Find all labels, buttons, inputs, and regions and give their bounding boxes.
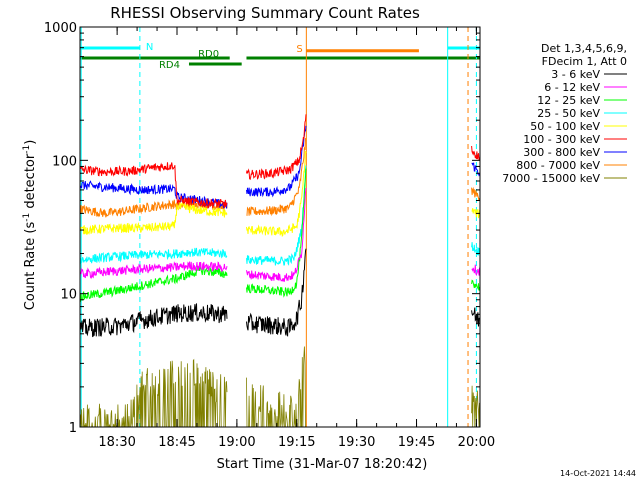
series-line-1-seg-1 bbox=[246, 188, 307, 282]
x-tick-label-3: 19:15 bbox=[278, 435, 315, 450]
date-stamp: 14-Oct-2021 14:44 bbox=[560, 469, 636, 478]
series-line-7-seg-1 bbox=[246, 137, 307, 217]
x-axis-label: Start Time (31-Mar-07 18:20:42) bbox=[217, 457, 428, 472]
series-line-5-seg-0 bbox=[79, 162, 228, 209]
series-line-5-seg-2 bbox=[471, 145, 480, 161]
legend-label-3: 25 - 50 keV bbox=[537, 107, 600, 120]
series-line-8-seg-1 bbox=[246, 346, 306, 428]
series-line-3-seg-2 bbox=[471, 242, 480, 256]
legend-label-6: 300 - 800 keV bbox=[523, 146, 600, 159]
series-line-6-seg-2 bbox=[471, 162, 480, 177]
series-line-5-seg-1 bbox=[246, 114, 307, 181]
legend-label-0: 3 - 6 keV bbox=[551, 68, 600, 81]
series-line-8-seg-0 bbox=[79, 358, 228, 428]
mode-bar-label-3: RD0 bbox=[198, 49, 219, 60]
x-tick-label-4: 19:30 bbox=[338, 435, 375, 450]
legend-label-2: 12 - 25 keV bbox=[537, 94, 600, 107]
plot-frame bbox=[79, 26, 481, 428]
series-line-1-seg-2 bbox=[471, 264, 480, 277]
x-tick-label-6: 20:00 bbox=[458, 435, 495, 450]
legend-header-0: Det 1,3,4,5,6,9, bbox=[541, 42, 627, 55]
x-tick-label-0: 18:30 bbox=[98, 435, 135, 450]
legend-label-5: 100 - 300 keV bbox=[523, 133, 600, 146]
series-lines bbox=[79, 114, 480, 428]
series-line-0-seg-0 bbox=[79, 303, 228, 338]
series-line-0-seg-2 bbox=[471, 307, 480, 327]
observing-mode-bars: N S RD0 RD4 bbox=[80, 42, 480, 71]
series-line-4-seg-0 bbox=[79, 202, 228, 236]
legend-label-8: 7000 - 15000 keV bbox=[502, 172, 600, 185]
legend-header-1: FDecim 1, Att 0 bbox=[542, 55, 627, 68]
axes: 1 10 100 1000 18:30 18:45 19:00 19:15 19:30 19:45… bbox=[44, 21, 495, 450]
y-tick-label-3: 1000 bbox=[44, 21, 77, 36]
mode-bar-label-0: N bbox=[146, 42, 153, 53]
series-line-2-seg-0 bbox=[79, 264, 228, 303]
series-line-3-seg-1 bbox=[246, 165, 307, 266]
series-line-0-seg-1 bbox=[246, 248, 307, 337]
mode-bar-label-5: RD4 bbox=[159, 60, 180, 71]
y-tick-label-2: 100 bbox=[52, 154, 77, 169]
x-tick-label-1: 18:45 bbox=[158, 435, 195, 450]
series-line-4-seg-1 bbox=[246, 151, 307, 237]
legend: Det 1,3,4,5,6,9,FDecim 1, Att 03 - 6 keV… bbox=[502, 42, 627, 185]
legend-label-1: 6 - 12 keV bbox=[544, 81, 600, 94]
x-tick-label-2: 19:00 bbox=[218, 435, 255, 450]
series-line-2-seg-2 bbox=[471, 279, 480, 291]
mode-bar-label-2: S bbox=[296, 44, 302, 55]
legend-label-4: 50 - 100 keV bbox=[530, 120, 600, 133]
y-tick-label-0: 1 bbox=[69, 421, 77, 436]
y-tick-label-1: 10 bbox=[60, 288, 77, 303]
series-line-7-seg-2 bbox=[471, 186, 480, 201]
series-line-2-seg-1 bbox=[246, 168, 307, 298]
y-axis-label: Count Rate (s-1 detector-1) bbox=[22, 140, 38, 311]
x-tick-label-5: 19:45 bbox=[398, 435, 435, 450]
series-line-1-seg-0 bbox=[79, 261, 228, 280]
series-line-8-seg-2 bbox=[471, 385, 480, 428]
series-line-6-seg-1 bbox=[246, 125, 307, 198]
series-line-3-seg-0 bbox=[79, 247, 228, 264]
chart-title: RHESSI Observing Summary Count Rates bbox=[110, 4, 420, 22]
legend-label-7: 800 - 7000 keV bbox=[516, 159, 600, 172]
series-line-6-seg-0 bbox=[79, 180, 228, 209]
